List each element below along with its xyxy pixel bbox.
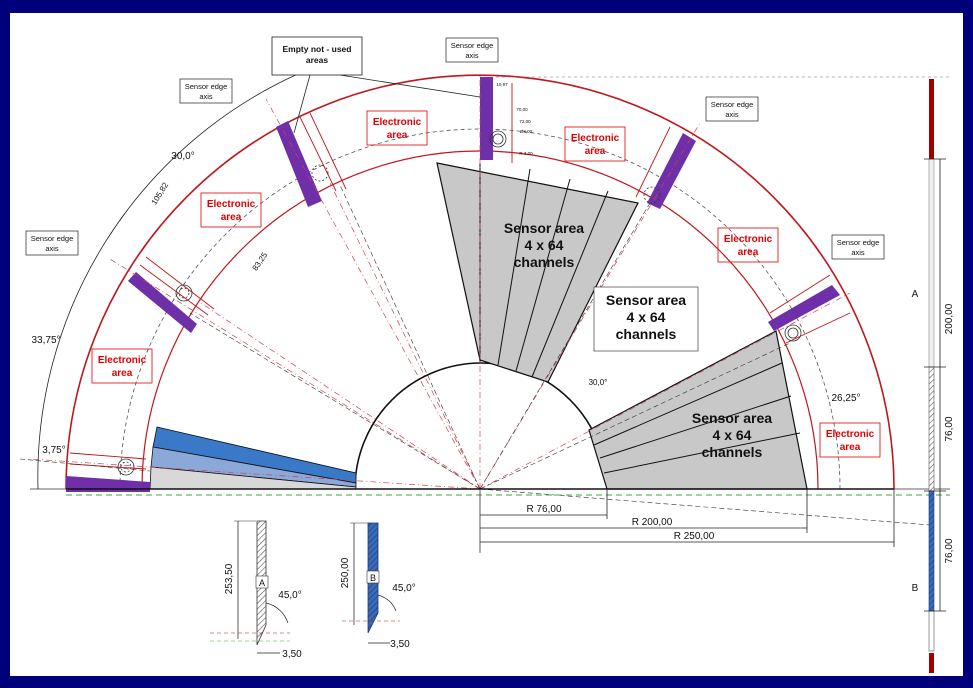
callout-upright-line2: axis [725,110,739,119]
side-dim-76-top: 76,00 [944,416,955,441]
radius-76: R 76,00 [526,504,561,515]
inner-arc-76 [354,362,608,490]
electronic-label-5b: area [112,368,133,379]
outer-arc-250 [65,74,895,490]
callout-right-line2: axis [851,248,865,257]
angle-2625: 26,25° [831,393,860,404]
purple-mark-left [128,272,197,333]
angle-30-top: 30,0° [171,151,194,162]
dimension-arc-left [37,72,301,490]
sensor-label-2a: Sensor area [606,292,686,308]
mounting-holes [117,130,802,476]
callout-box-top [445,37,499,63]
height-250: 250,00 [340,557,351,588]
callout-left-line1: Sensor edge [31,234,74,243]
sensor-label-2b: 4 x 64 [627,309,666,325]
purple-mark-top [480,77,493,160]
angle-3375: 33,75° [31,335,60,346]
side-label-A: A [912,289,919,300]
callout-box-upright [705,96,759,122]
electronic-label-4b: area [738,247,759,258]
callout-box-right [831,234,885,260]
callout-upleft-line1: Sensor edge [185,82,228,91]
dim-10582: 105,82 [150,180,171,206]
sensor-label-1b: 4 x 64 [525,237,564,253]
width-350-B: 3,50 [390,639,410,650]
callout-right-line1: Sensor edge [837,238,880,247]
electronic-label-2a: Electronic [207,199,256,210]
detector-drawing: Empty not - used areas Sensor edge axis … [19,36,955,673]
side-dim-200: 200,00 [944,303,955,334]
electronic-label-1b: area [387,130,408,141]
detail-dim-2: 70,00 [516,107,528,112]
electronic-label-3b: area [585,146,606,157]
electronic-label-4a: Electronic [724,234,773,245]
sensor-label-3c: channels [702,444,763,460]
radius-200: R 200,00 [632,517,673,528]
callout-empty-line1: Empty not - used [283,44,352,54]
electronic-label-6b: area [840,442,861,453]
purple-mark-upright [647,133,696,209]
angle-375: 3,75° [42,445,65,456]
purple-mark-upleft [276,121,322,207]
callout-box-left [25,230,79,256]
angle-30-inner: 30,0° [589,378,608,387]
callout-top-line1: Sensor edge [451,41,494,50]
sensor-label-1a: Sensor area [504,220,584,236]
callout-upleft-line2: axis [199,92,213,101]
sensor-label-3b: 4 x 64 [713,427,752,443]
electronic-label-1a: Electronic [373,117,422,128]
detail-dim-1: 10,97 [496,82,508,87]
callout-upright-line1: Sensor edge [711,100,754,109]
purple-mark-bottomleft [66,476,150,492]
side-bar-red-bottom [929,653,934,673]
sensor-sector-top [436,162,639,383]
part-label-A: A [259,578,265,588]
callout-top-line2: axis [465,51,479,60]
detail-dim-5: R 3,00 [519,151,533,156]
detail-dim-3: 72,00 [519,119,531,124]
electronic-label-2b: area [221,212,242,223]
sensor-label-2c: channels [616,326,677,342]
side-label-B: B [912,583,919,594]
callout-left-line2: axis [45,244,59,253]
dim-8325: 83,25 [251,250,270,272]
detail-dim-4: Ø8,00 [520,129,533,134]
width-350-A: 3,50 [282,649,302,660]
side-dim-76-bot: 76,00 [944,538,955,563]
height-25350: 253,50 [224,563,235,594]
angle-45-B: 45,0° [392,583,415,594]
angle-45-A: 45,0° [278,590,301,601]
part-label-B: B [370,573,376,583]
electronic-label-6a: Electronic [826,429,875,440]
side-bar-red-top [929,79,934,159]
callout-box-empty [271,36,363,76]
purple-mark-right [768,285,840,331]
callout-box-upleft [179,78,233,104]
electronic-label-3a: Electronic [571,133,620,144]
electronic-label-5a: Electronic [98,355,147,366]
sensor-label-1c: channels [514,254,575,270]
drawing-frame: Empty not - used areas Sensor edge axis … [10,13,963,676]
sensor-label-3a: Sensor area [692,410,772,426]
radius-250: R 250,00 [674,531,715,542]
callout-empty-line2: areas [306,55,328,65]
